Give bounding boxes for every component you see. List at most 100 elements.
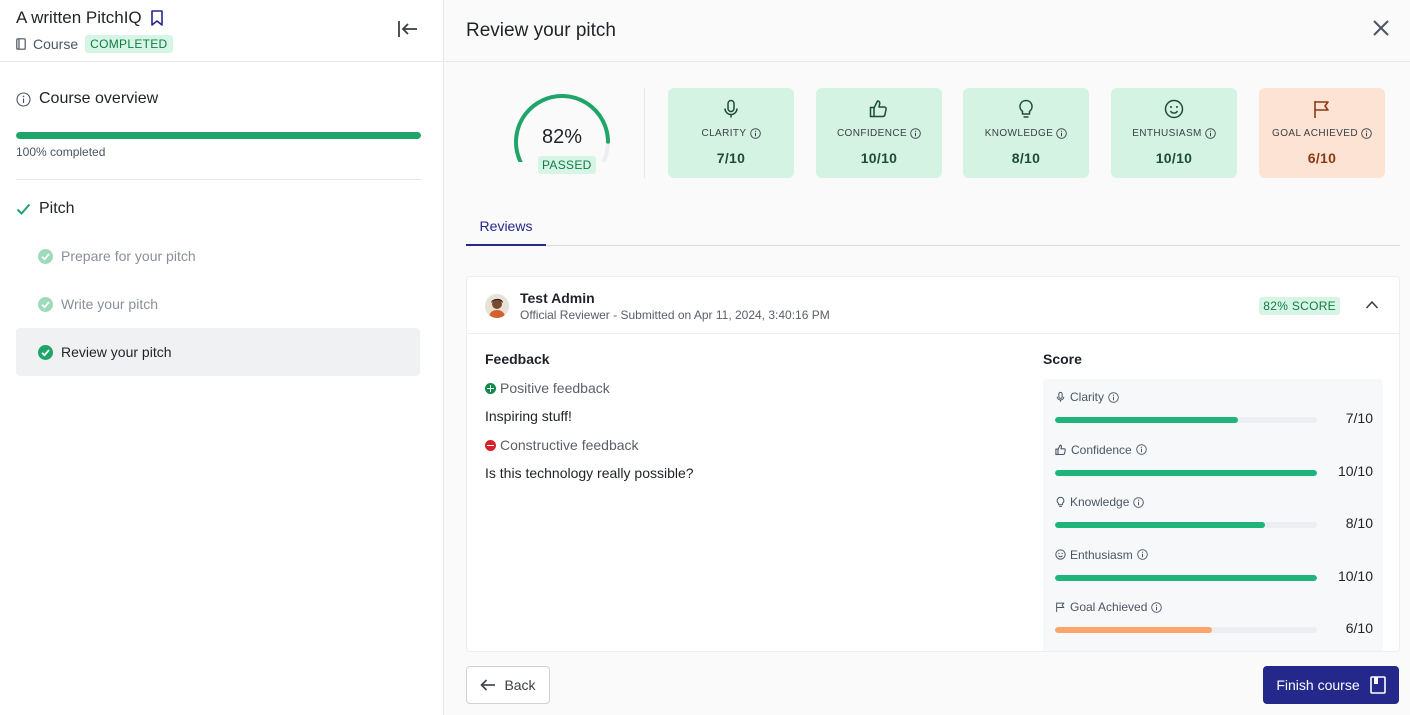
passed-badge: PASSED [538, 156, 596, 174]
panel-header: Review your pitch [444, 0, 1410, 62]
score-badge: 82% SCORE [1259, 297, 1340, 315]
smiley-icon [1055, 549, 1066, 560]
check-circle-icon [38, 296, 53, 312]
finish-label: Finish course [1276, 677, 1360, 693]
avatar [485, 294, 509, 318]
lightbulb-icon [1016, 99, 1036, 119]
section-pitch[interactable]: Pitch [0, 180, 443, 218]
review-card-header[interactable]: Test Admin Official Reviewer - Submitted… [467, 277, 1399, 334]
smiley-icon [1164, 99, 1184, 119]
course-sidebar: A written PitchIQ Course COMPLETED Cours… [0, 0, 444, 715]
close-icon[interactable] [1372, 19, 1390, 37]
score-item-goal-achieved: Goal Achieved 6/10 [1055, 599, 1373, 651]
lesson-label: Review your pitch [61, 344, 172, 360]
check-circle-icon [38, 344, 53, 360]
info-icon[interactable] [1136, 549, 1148, 560]
score-bar-fill [1055, 417, 1239, 423]
metric-label-text: CONFIDENCE [836, 128, 908, 139]
metric-label-text: CLARITY [701, 128, 747, 139]
info-icon[interactable] [1361, 128, 1372, 139]
metric-card-knowledge: KNOWLEDGE 8/10 [963, 88, 1089, 178]
lesson-list: Prepare for your pitch Write your pitch … [0, 232, 443, 376]
metric-value: 7/10 [716, 150, 746, 166]
overall-score-gauge: 82% PASSED [510, 92, 614, 176]
bookmark-icon[interactable] [150, 10, 164, 26]
microphone-icon [1055, 391, 1066, 403]
flag-icon [1312, 99, 1332, 119]
metric-label: CONFIDENCE [816, 128, 942, 139]
score-label: Enthusiasm [1055, 547, 1373, 563]
positive-label-text: Positive feedback [500, 380, 610, 396]
score-breakdown: Clarity 7/10 Confidence 10/10 [1043, 379, 1383, 651]
info-icon[interactable] [1205, 128, 1216, 139]
score-value: 8/10 [1345, 515, 1373, 531]
tab-reviews[interactable]: Reviews [466, 208, 546, 246]
feedback-title: Feedback [485, 351, 550, 367]
score-label: Confidence [1055, 442, 1373, 458]
score-label: Goal Achieved [1055, 599, 1373, 615]
course-type: Course [33, 36, 79, 52]
course-progress-fill [16, 132, 421, 139]
overview-label: Course overview [39, 90, 159, 107]
metric-label-text: ENTHUSIASM [1132, 128, 1202, 139]
page-title: Review your pitch [466, 19, 616, 41]
score-bar [1055, 469, 1317, 476]
info-icon[interactable] [1108, 391, 1119, 403]
info-icon[interactable] [1151, 601, 1163, 613]
arrow-left-icon [480, 679, 496, 691]
info-icon[interactable] [1135, 444, 1147, 455]
finish-course-button[interactable]: Finish course [1263, 666, 1399, 704]
score-value: 10/10 [1337, 462, 1373, 479]
lesson-item-write[interactable]: Write your pitch [16, 280, 420, 328]
constructive-feedback-text: Is this technology really possible? [485, 465, 694, 481]
score-bar [1055, 627, 1317, 633]
lesson-label: Write your pitch [61, 296, 158, 312]
constructive-label-text: Constructive feedback [500, 437, 639, 453]
score-bar-fill [1055, 574, 1317, 581]
check-circle-icon [38, 248, 53, 264]
chevron-up-icon[interactable] [1365, 298, 1379, 312]
score-label-text: Goal Achieved [1070, 600, 1148, 614]
review-tabs: Reviews [466, 208, 1400, 246]
overall-percent: 82% [541, 126, 583, 148]
sidebar-header: A written PitchIQ Course COMPLETED [0, 0, 443, 62]
score-bar-fill [1055, 627, 1213, 633]
feedback-column: Feedback Positive feedback Inspiring stu… [485, 351, 1025, 481]
score-item-confidence: Confidence 10/10 [1055, 442, 1373, 495]
course-overview-link[interactable]: Course overview [16, 90, 427, 108]
reviewer-meta: Official Reviewer - Submitted on Apr 11,… [520, 308, 830, 322]
collapse-sidebar-button[interactable] [397, 18, 419, 40]
metric-label: KNOWLEDGE [963, 128, 1089, 139]
review-card: Test Admin Official Reviewer - Submitted… [466, 276, 1400, 652]
lesson-item-review[interactable]: Review your pitch [16, 328, 420, 376]
score-column: Score Clarity 7/10 Confidence [1043, 351, 1383, 651]
course-progress-bar [16, 132, 421, 139]
score-item-knowledge: Knowledge 8/10 [1055, 494, 1373, 547]
info-icon[interactable] [1133, 496, 1145, 508]
metric-value: 6/10 [1307, 150, 1337, 166]
info-icon[interactable] [749, 128, 761, 139]
lightbulb-icon [1055, 496, 1066, 508]
score-label-text: Knowledge [1070, 495, 1130, 509]
status-badge: COMPLETED [85, 35, 173, 53]
scores-summary: 82% PASSED CLARITY 7/10 CONFIDENCE 10/10… [444, 88, 1410, 178]
thumbs-up-icon [869, 99, 889, 119]
score-item-clarity: Clarity 7/10 [1055, 389, 1373, 442]
metric-value: 10/10 [860, 150, 898, 166]
divider [644, 88, 645, 178]
info-icon[interactable] [910, 128, 921, 139]
back-button[interactable]: Back [466, 666, 550, 704]
score-bar [1055, 417, 1317, 423]
score-bar-fill [1055, 522, 1265, 528]
score-label-text: Enthusiasm [1070, 547, 1133, 562]
info-icon[interactable] [1056, 128, 1068, 139]
progress-text: 100% completed [16, 145, 106, 159]
book-icon [1369, 676, 1386, 694]
metric-label-text: GOAL ACHIEVED [1272, 128, 1358, 139]
microphone-icon [721, 99, 741, 119]
lesson-item-prepare[interactable]: Prepare for your pitch [16, 232, 420, 280]
metric-label: GOAL ACHIEVED [1259, 128, 1385, 139]
score-label-text: Clarity [1070, 390, 1105, 404]
plus-circle-icon [485, 382, 496, 394]
score-value: 10/10 [1337, 567, 1373, 584]
